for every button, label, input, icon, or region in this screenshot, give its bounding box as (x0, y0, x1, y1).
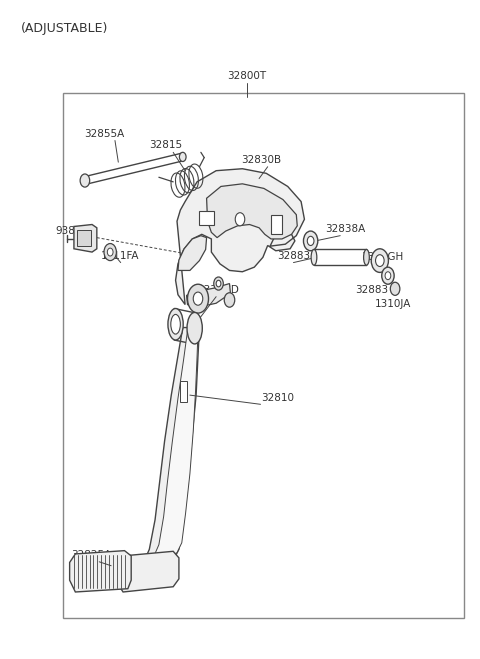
Polygon shape (142, 328, 199, 567)
Circle shape (382, 267, 394, 284)
Text: 93810A: 93810A (55, 225, 96, 236)
Text: 32830B: 32830B (241, 156, 282, 165)
Text: 1311FA: 1311FA (100, 250, 139, 260)
Polygon shape (187, 283, 230, 308)
Polygon shape (206, 184, 297, 239)
Circle shape (216, 280, 221, 287)
Circle shape (193, 292, 203, 305)
Bar (199, 212, 214, 225)
Circle shape (104, 244, 116, 260)
Bar (180, 381, 187, 402)
Text: 1339CD: 1339CD (198, 285, 240, 295)
Ellipse shape (311, 250, 317, 265)
Text: 32855A: 32855A (84, 129, 124, 139)
Circle shape (307, 237, 314, 246)
Text: 32800T: 32800T (228, 71, 267, 82)
Text: 32825A: 32825A (71, 550, 111, 561)
Bar (77, 230, 91, 246)
Ellipse shape (364, 250, 369, 265)
Circle shape (80, 174, 90, 187)
Circle shape (390, 282, 400, 295)
Circle shape (303, 231, 318, 251)
Ellipse shape (187, 312, 202, 344)
Circle shape (371, 249, 388, 272)
Polygon shape (176, 169, 304, 304)
Text: 32810: 32810 (262, 393, 294, 403)
Polygon shape (117, 552, 179, 592)
Text: (ADJUSTABLE): (ADJUSTABLE) (21, 22, 108, 36)
Text: 1310JA: 1310JA (374, 299, 411, 308)
Text: 32883: 32883 (277, 250, 310, 260)
Circle shape (385, 272, 391, 279)
Ellipse shape (171, 314, 180, 334)
Circle shape (224, 293, 235, 307)
Circle shape (214, 277, 223, 290)
Text: 1360GH: 1360GH (362, 252, 404, 262)
Circle shape (375, 254, 384, 266)
Polygon shape (70, 551, 131, 592)
Circle shape (188, 284, 208, 313)
Circle shape (108, 248, 113, 256)
Text: 32838A: 32838A (325, 224, 365, 235)
Text: 32815: 32815 (149, 140, 182, 150)
Circle shape (180, 152, 186, 161)
Bar (271, 215, 281, 235)
Bar (63, 94, 464, 618)
Text: 32883: 32883 (355, 285, 388, 295)
Ellipse shape (168, 308, 183, 340)
Polygon shape (178, 236, 206, 270)
Circle shape (235, 213, 245, 226)
Polygon shape (153, 331, 198, 559)
Polygon shape (74, 225, 97, 252)
